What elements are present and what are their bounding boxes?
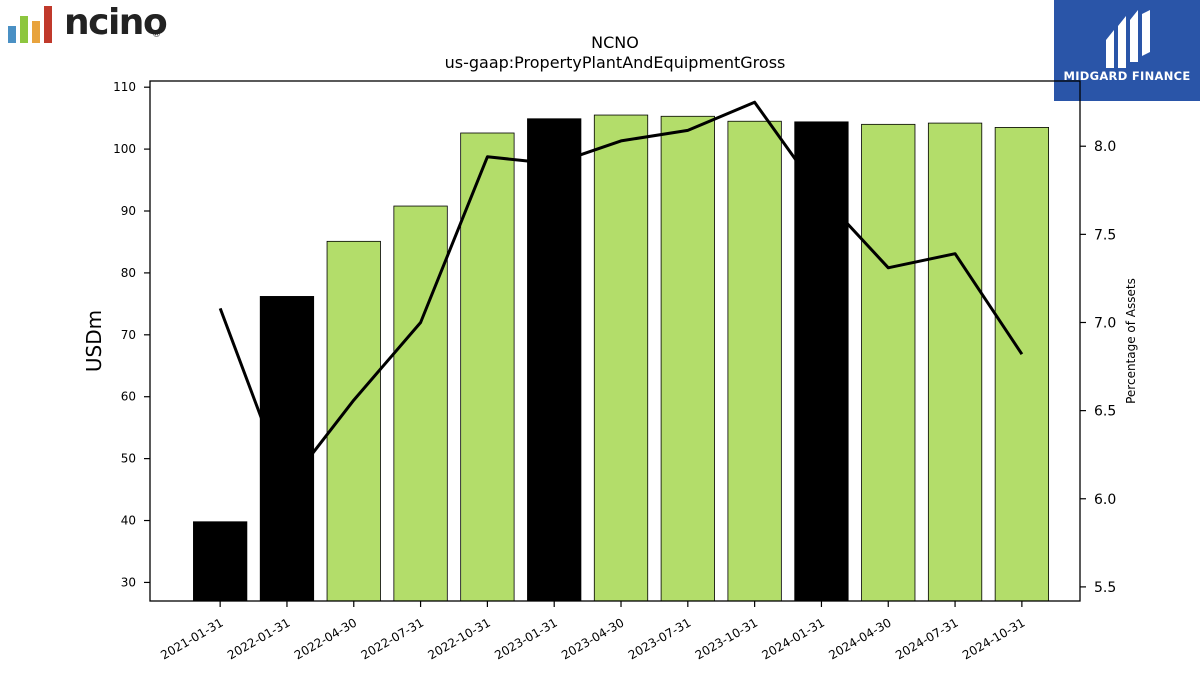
ncino-bars-icon [8, 6, 52, 43]
registered-mark: ® [152, 30, 161, 40]
y2-tick-label: 5.5 [1094, 580, 1116, 596]
y-axis-left: 30 40 50 60 70 80 90 100 110 [113, 80, 150, 589]
x-tick-label: 2023-07-31 [626, 615, 693, 662]
x-tick-label: 2023-10-31 [693, 615, 760, 662]
y-tick-label: 40 [121, 514, 136, 528]
y-axis-label: USDm [82, 310, 106, 372]
x-axis: 2021-01-31 2022-01-31 2022-04-30 2022-07-31… [158, 601, 1027, 662]
y2-tick-label: 6.0 [1094, 492, 1116, 508]
bar-2024-10-31 [994, 127, 1049, 602]
x-tick-label: 2024-04-30 [826, 615, 893, 662]
bar-2022-04-30 [326, 240, 381, 602]
midgard-emblem-icon [1106, 10, 1150, 68]
chart-title: NCNO [591, 33, 639, 52]
x-tick-label: 2021-01-31 [158, 615, 225, 662]
line-layer [218, 100, 1024, 488]
y2-tick-label: 7.5 [1094, 227, 1116, 243]
percentage-line [218, 100, 1024, 488]
bar-2023-10-31 [727, 120, 782, 602]
x-tick-label: 2022-07-31 [359, 615, 426, 662]
bar-2024-07-31 [927, 122, 983, 602]
y2-tick-label: 8.0 [1094, 139, 1116, 155]
y-tick-label: 110 [113, 80, 136, 94]
plot-frame [149, 80, 1081, 602]
bar-2023-01-31 [527, 118, 582, 602]
y-tick-label: 30 [121, 575, 136, 589]
bar-2022-10-31 [460, 132, 515, 602]
y2-axis-label: Percentage of Assets [1124, 278, 1138, 404]
midgard-finance-logo: MIDGARD FINANCE [1054, 0, 1200, 101]
x-tick-label: 2024-10-31 [960, 615, 1027, 662]
x-tick-label: 2023-04-30 [559, 615, 626, 662]
bar-2023-07-31 [660, 115, 715, 602]
y-tick-label: 100 [113, 142, 136, 156]
x-tick-label: 2022-01-31 [225, 615, 292, 662]
midgard-wordmark: MIDGARD FINANCE [1063, 69, 1191, 83]
x-tick-label: 2024-07-31 [893, 615, 960, 662]
bar-2023-04-30 [593, 114, 649, 602]
ncino-logo: ncino ® [6, 2, 168, 48]
bars-layer [193, 114, 1049, 602]
bar-2021-01-31 [193, 521, 248, 602]
y-tick-label: 50 [121, 452, 136, 466]
y2-tick-label: 6.5 [1094, 404, 1116, 420]
x-tick-label: 2024-01-31 [760, 615, 827, 662]
x-tick-label: 2023-01-31 [492, 615, 559, 662]
y-tick-label: 60 [121, 390, 136, 404]
x-tick-label: 2022-10-31 [425, 615, 492, 662]
y-tick-label: 80 [121, 266, 136, 280]
bar-2024-04-30 [861, 123, 916, 602]
bar-2022-07-31 [393, 205, 448, 602]
chart-subtitle: us-gaap:PropertyPlantAndEquipmentGross [445, 53, 786, 72]
y-tick-label: 90 [121, 204, 136, 218]
y-axis-right: 5.5 6.0 6.5 7.0 7.5 8.0 [1080, 139, 1116, 596]
y2-tick-label: 7.0 [1094, 315, 1116, 331]
ncino-wordmark: ncino [64, 2, 168, 43]
y-tick-label: 70 [121, 328, 136, 342]
x-tick-label: 2022-04-30 [292, 615, 359, 662]
bar-2022-01-31 [259, 296, 315, 602]
